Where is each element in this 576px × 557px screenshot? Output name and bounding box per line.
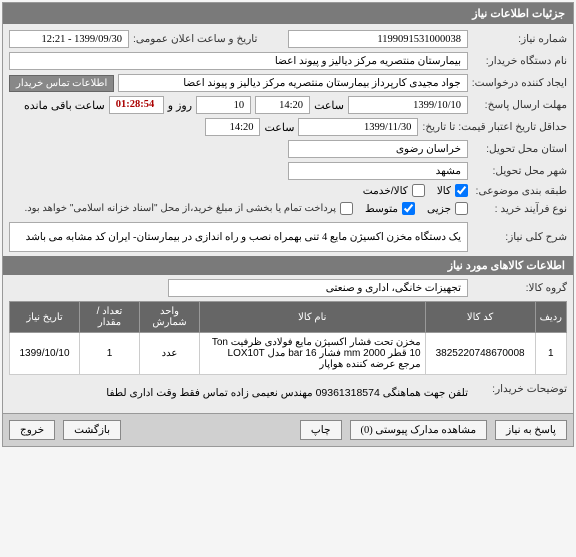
title-value: یک دستگاه مخزن اکسیژن مایع 4 تنی بهمراه …	[9, 222, 468, 252]
table-cell: مخزن تحت فشار اکسیژن مایع فولادی ظرفیت T…	[200, 333, 426, 375]
cb-kala-label: کالا	[437, 185, 451, 197]
table-cell: 1	[535, 333, 566, 375]
table-cell: 1	[80, 333, 140, 375]
validity-time-value: 14:20	[205, 118, 260, 136]
attachments-button[interactable]: مشاهده مدارک پیوستی (0)	[350, 420, 488, 440]
reply-date-value: 1399/10/10	[348, 96, 468, 114]
days-value: 10	[196, 96, 251, 114]
title-label: شرح کلی نیاز:	[472, 231, 567, 243]
table-cell: 1399/10/10	[10, 333, 80, 375]
checkbox-paynote[interactable]: پرداخت تمام یا بخشی از مبلغ خرید،از محل …	[24, 201, 353, 216]
buyer-note-label: توضیحات خریدار:	[472, 383, 567, 395]
timer-value: 01:28:54	[109, 96, 164, 114]
creator-value: جواد مجیدی کارپرداز بیمارستان منتصریه مر…	[118, 74, 467, 92]
buyer-org-value: بیمارستان منتصریه مرکز دیالیز و پیوند اع…	[9, 52, 468, 70]
need-no-value: 1199091531000038	[288, 30, 468, 48]
public-date-label: تاریخ و ساعت اعلان عمومی:	[133, 33, 284, 45]
saat-label-2: ساعت	[264, 121, 294, 134]
rooz-label: روز و	[168, 99, 192, 112]
table-row: 13825220748670008مخزن تحت فشار اکسیژن ما…	[10, 333, 567, 375]
public-date-value: 1399/09/30 - 12:21	[9, 30, 129, 48]
table-cell: 3825220748670008	[425, 333, 535, 375]
items-section-header: اطلاعات کالاهای مورد نیاز	[3, 256, 573, 275]
table-cell: عدد	[140, 333, 200, 375]
back-button[interactable]: بازگشت	[63, 420, 121, 440]
saat-label-1: ساعت	[314, 99, 344, 112]
buyer-note-text: تلفن جهت هماهنگی 09361318574 مهندس نعیمی…	[106, 383, 468, 403]
exit-button[interactable]: خروج	[9, 420, 55, 440]
radio-small[interactable]: جزیی	[427, 202, 468, 215]
pt-medium-label: متوسط	[365, 203, 398, 215]
radio-medium[interactable]: متوسط	[365, 202, 415, 215]
delivery-city-label: شهر محل تحویل:	[472, 165, 567, 177]
validity-date-value: 1399/11/30	[298, 118, 418, 136]
table-header: تاریخ نیاز	[10, 302, 80, 333]
checkbox-kala[interactable]: کالا	[437, 184, 468, 197]
reply-button[interactable]: پاسخ به نیاز	[495, 420, 567, 440]
reply-deadline-label: مهلت ارسال پاسخ:	[472, 99, 567, 111]
items-table: ردیفکد کالانام کالاواحد شمارشتعداد / مقد…	[9, 301, 567, 375]
creator-label: ایجاد کننده درخواست:	[472, 77, 567, 89]
delivery-prov-label: استان محل تحویل:	[472, 143, 567, 155]
need-no-label: شماره نیاز:	[472, 33, 567, 45]
table-header: ردیف	[535, 302, 566, 333]
remain-label: ساعت باقی مانده	[24, 99, 105, 112]
group-value: تجهیزات خانگی، اداری و صنعتی	[168, 279, 468, 297]
delivery-city-value: مشهد	[288, 162, 468, 180]
cb-khedmat-label: کالا/خدمت	[363, 185, 408, 197]
table-header: کد کالا	[425, 302, 535, 333]
print-button[interactable]: چاپ	[300, 420, 342, 440]
category-label: طبقه بندی موضوعی:	[472, 185, 567, 197]
pay-note-text: پرداخت تمام یا بخشی از مبلغ خرید،از محل …	[24, 201, 336, 216]
purchase-type-label: نوع فرآیند خرید :	[472, 203, 567, 215]
delivery-prov-value: خراسان رضوی	[288, 140, 468, 158]
table-header: واحد شمارش	[140, 302, 200, 333]
group-label: گروه کالا:	[472, 282, 567, 294]
checkbox-khedmat[interactable]: کالا/خدمت	[363, 184, 425, 197]
panel-title: جزئیات اطلاعات نیاز	[3, 3, 573, 24]
table-header: نام کالا	[200, 302, 426, 333]
reply-time-value: 14:20	[255, 96, 310, 114]
table-header: تعداد / مقدار	[80, 302, 140, 333]
pt-small-label: جزیی	[427, 203, 451, 215]
validity-label: حداقل تاریخ اعتبار قیمت: تا تاریخ:	[422, 121, 567, 133]
buyer-org-label: نام دستگاه خریدار:	[472, 55, 567, 67]
contact-buyer-button[interactable]: اطلاعات تماس خریدار	[9, 75, 114, 92]
footer-bar: پاسخ به نیاز مشاهده مدارک پیوستی (0) چاپ…	[3, 413, 573, 446]
